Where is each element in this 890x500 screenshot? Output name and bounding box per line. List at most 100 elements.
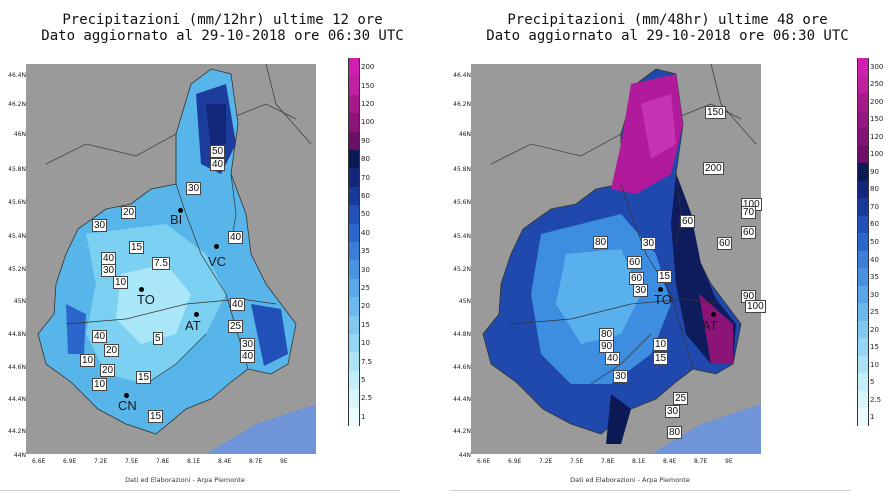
colorbar-swatch	[857, 338, 869, 356]
value-label: 10	[80, 354, 96, 367]
lon-tick: 7.2E	[94, 458, 108, 465]
colorbar-tick-label: 30	[870, 290, 879, 299]
lat-tick: 45N	[13, 298, 26, 305]
city-label-to: TO	[137, 292, 155, 307]
colorbar-swatch	[348, 150, 360, 169]
city-label-bi: BI	[170, 212, 183, 227]
lon-tick: 9E	[280, 458, 288, 465]
lon-tick: 7.5E	[125, 458, 139, 465]
colorbar-tick-label: 300	[870, 62, 884, 71]
value-label: 150	[705, 106, 726, 119]
colorbar-tick-label: 40	[870, 255, 879, 264]
lon-tick: 8.4E	[218, 458, 232, 465]
lat-tick: 45.6N	[453, 199, 471, 206]
colorbar-swatch	[857, 390, 869, 409]
lat-tick: 46N	[13, 131, 26, 138]
colorbar-swatch	[857, 163, 869, 181]
colorbar-swatch	[857, 233, 869, 251]
right-map-panel: Precipitazioni (mm/48hr) ultime 48 ore D…	[445, 0, 890, 500]
lon-tick: 8.7E	[694, 458, 708, 465]
value-label: 80	[667, 426, 683, 439]
value-label: 30	[101, 264, 117, 277]
lat-tick: 45.2N	[453, 266, 471, 273]
city-marker	[658, 287, 663, 292]
lon-tick: 6.6E	[477, 458, 491, 465]
value-label: 25	[228, 320, 244, 333]
precip-map-48h	[471, 64, 761, 454]
lat-tick: 46.4N	[453, 72, 471, 79]
value-label: 30	[633, 284, 649, 297]
lon-tick: 6.9E	[63, 458, 77, 465]
colorbar-swatch	[348, 113, 360, 132]
colorbar-swatch	[348, 352, 360, 371]
footer-credit: Dati ed Elaborazioni - Arpa Piemonte	[570, 476, 690, 484]
value-label: 40	[210, 158, 226, 171]
value-label: 40	[101, 252, 117, 265]
lat-tick: 44N	[13, 452, 26, 459]
value-label: 10	[113, 276, 129, 289]
value-label: 50	[210, 145, 226, 158]
colorbar-tick-label: 60	[361, 192, 370, 200]
city-label-at: AT	[185, 318, 201, 333]
city-marker	[178, 208, 183, 213]
map-title: Precipitazioni (mm/48hr) ultime 48 ore	[507, 12, 828, 28]
left-map-panel: Precipitazioni (mm/12hr) ultime 12 ore D…	[0, 12, 404, 491]
colorbar-tick-label: 70	[361, 173, 370, 182]
lat-tick: 45.8N	[453, 166, 471, 173]
value-label: 40	[240, 350, 256, 363]
lat-tick: 46.4N	[8, 72, 26, 79]
lat-tick: 44.8N	[8, 331, 26, 338]
lat-tick: 44.6N	[453, 364, 471, 371]
colorbar-swatch	[857, 373, 869, 391]
map-update-time: Dato aggiornato al 29-10-2018 ore 06:30 …	[486, 28, 849, 44]
colorbar-tick-label: 10	[870, 360, 879, 369]
city-marker	[194, 312, 199, 317]
value-label: 7.5	[152, 257, 170, 270]
lon-tick: 8.7E	[249, 458, 263, 465]
colorbar-tick-label: 90	[870, 167, 879, 176]
lat-tick: 45.6N	[8, 199, 26, 206]
colorbar-swatch	[348, 242, 360, 261]
colorbar-swatch	[348, 297, 360, 316]
colorbar-swatch	[857, 93, 869, 111]
lat-tick: 44.4N	[8, 396, 26, 403]
colorbar-tick-label: 5	[361, 376, 366, 384]
lat-tick: 44.2N	[453, 428, 471, 435]
colorbar-tick-label: 25	[361, 284, 370, 292]
colorbar-swatch	[348, 168, 360, 187]
colorbar-tick-label: 7.5	[361, 357, 373, 366]
city-label-vc: VC	[208, 254, 227, 269]
colorbar-tick-label: 200	[361, 63, 375, 72]
value-label: 80	[593, 236, 609, 249]
colorbar-swatch	[348, 205, 360, 224]
value-label: 40	[92, 330, 108, 343]
colorbar-swatch	[857, 58, 869, 76]
lat-tick: 46N	[458, 131, 471, 138]
colorbar-swatch	[857, 198, 869, 216]
value-label: 30	[92, 219, 108, 232]
colorbar-tick-label: 5	[870, 378, 875, 387]
colorbar-tick-label: 90	[361, 136, 370, 145]
colorbar-tick-label: 10	[361, 339, 370, 348]
colorbar-swatch	[348, 58, 360, 77]
value-label: 30	[641, 237, 657, 250]
lat-tick: 45N	[458, 298, 471, 305]
colorbar-swatch	[857, 110, 869, 129]
colorbar-swatch	[857, 320, 869, 339]
colorbar-swatch	[348, 131, 360, 150]
lat-tick: 45.2N	[8, 266, 26, 273]
colorbar-tick-label: 150	[870, 115, 884, 124]
colorbar-tick-label: 120	[361, 100, 375, 108]
lon-tick: 6.9E	[508, 458, 522, 465]
value-label: 15	[136, 371, 152, 384]
colorbar	[348, 58, 360, 426]
colorbar-swatch	[857, 408, 869, 426]
colorbar-tick-label: 150	[361, 81, 375, 90]
value-label: 60	[741, 226, 757, 239]
colorbar-swatch	[348, 94, 360, 114]
lat-tick: 44.4N	[453, 396, 471, 403]
colorbar-swatch	[348, 260, 360, 279]
colorbar-tick-label: 30	[361, 265, 370, 274]
value-label: 60	[680, 215, 696, 228]
lon-tick: 8.1E	[632, 458, 646, 465]
